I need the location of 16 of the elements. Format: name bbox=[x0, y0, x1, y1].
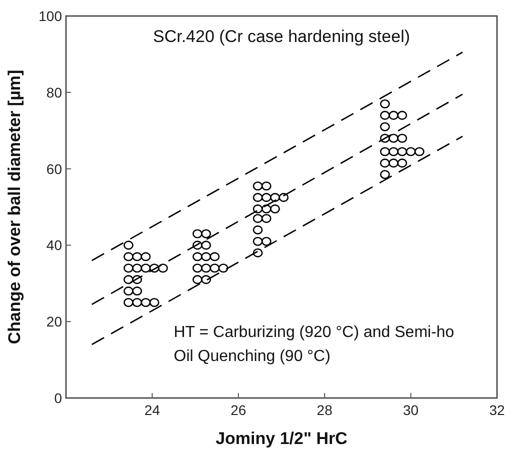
x-axis-title: Jominy 1/2" HrC bbox=[216, 429, 348, 448]
y-tick-label: 0 bbox=[54, 390, 62, 406]
y-tick-label: 100 bbox=[38, 8, 62, 24]
y-tick-label: 80 bbox=[46, 84, 62, 100]
y-axis-title: Change of over ball diameter [µm] bbox=[5, 70, 24, 344]
x-tick-label: 24 bbox=[144, 402, 160, 418]
annotation: HT = Carburizing (920 °C) and Semi-ho bbox=[174, 324, 454, 341]
y-tick-label: 60 bbox=[46, 160, 62, 177]
x-tick-label: 28 bbox=[316, 402, 333, 418]
y-tick-label: 40 bbox=[46, 237, 62, 254]
text: SCr.420 (Cr case hardening steel) bbox=[152, 27, 410, 46]
y-tick-label: 20 bbox=[46, 314, 62, 330]
annotation: Oil Quenching (90 °C) bbox=[174, 348, 330, 365]
x-tick-label: 32 bbox=[489, 402, 505, 418]
x-tick-label: 26 bbox=[230, 402, 246, 418]
x-tick-label: 30 bbox=[403, 402, 419, 418]
